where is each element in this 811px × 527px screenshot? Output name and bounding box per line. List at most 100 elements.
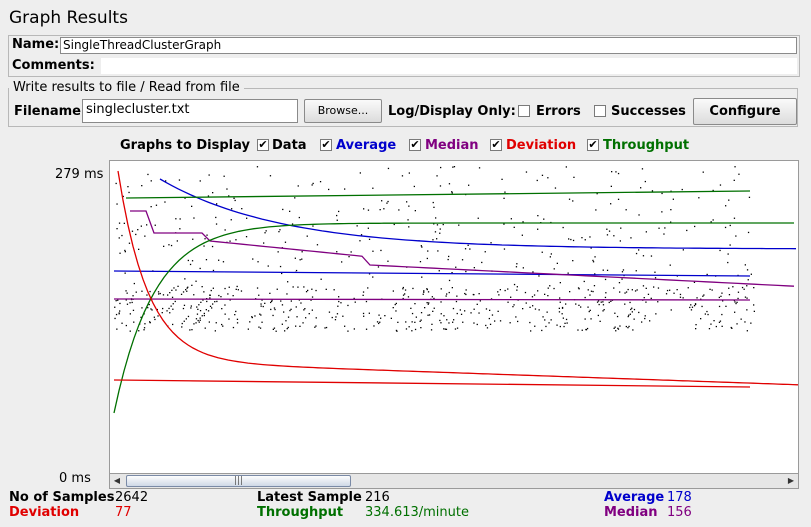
- data-point: [538, 275, 540, 277]
- data-point: [473, 308, 475, 310]
- data-point: [516, 289, 518, 291]
- data-point: [589, 294, 591, 296]
- data-point: [619, 325, 621, 327]
- data-point: [633, 308, 636, 311]
- data-point: [573, 176, 575, 178]
- data-point: [133, 282, 135, 285]
- data-point: [569, 291, 571, 293]
- configure-button[interactable]: Configure: [693, 98, 797, 125]
- data-point: [262, 305, 264, 308]
- data-point: [199, 267, 201, 270]
- data-point: [395, 302, 397, 305]
- data-point: [420, 245, 422, 247]
- data-point: [613, 235, 615, 237]
- data-point: [700, 298, 702, 300]
- data-point: [408, 172, 410, 174]
- data-point: [287, 281, 289, 283]
- data-point: [167, 294, 169, 296]
- browse-button[interactable]: Browse...: [304, 99, 382, 123]
- data-point: [252, 258, 254, 260]
- data-point: [503, 248, 506, 250]
- data-point: [617, 198, 620, 200]
- average-checkbox[interactable]: ✔: [320, 138, 332, 151]
- data-point: [724, 226, 727, 229]
- data-point: [277, 251, 279, 253]
- data-point: [522, 221, 524, 223]
- data-point: [431, 296, 433, 298]
- errors-label: Errors: [536, 104, 581, 119]
- data-point: [489, 309, 491, 311]
- y-axis-min-label: 0 ms: [59, 471, 91, 486]
- data-point: [209, 297, 211, 299]
- data-point: [634, 290, 637, 292]
- data-point: [727, 261, 729, 264]
- data-point: [721, 292, 723, 294]
- data-point: [125, 290, 127, 292]
- data-point: [592, 259, 594, 262]
- scroll-left-icon[interactable]: ◀: [113, 476, 121, 485]
- data-point: [602, 301, 604, 303]
- data-point: [515, 316, 517, 318]
- data-point: [311, 184, 313, 186]
- scrollbar-thumb[interactable]: |||: [126, 475, 351, 487]
- data-point: [628, 325, 630, 328]
- throughput-checkbox[interactable]: ✔: [587, 138, 599, 151]
- data-point: [730, 326, 732, 329]
- data-point: [121, 234, 123, 237]
- data-point: [679, 296, 682, 298]
- data-point: [543, 218, 545, 220]
- comments-field[interactable]: [101, 58, 797, 74]
- data-point: [513, 283, 516, 286]
- errors-checkbox[interactable]: [518, 105, 530, 117]
- data-point: [267, 265, 269, 267]
- data-point: [414, 303, 416, 305]
- data-point: [456, 312, 458, 315]
- data-point: [158, 293, 160, 295]
- data-point: [564, 322, 566, 324]
- data-point: [362, 312, 365, 315]
- data-point: [665, 293, 668, 295]
- data-point: [210, 289, 212, 292]
- data-point: [116, 203, 118, 205]
- data-point: [228, 286, 230, 288]
- data-point: [209, 305, 212, 307]
- data-point: [150, 308, 152, 310]
- data-point: [129, 330, 131, 332]
- data-point: [451, 287, 453, 289]
- data-point: [686, 229, 688, 232]
- median-checkbox[interactable]: ✔: [409, 138, 421, 151]
- data-point: [534, 325, 536, 327]
- data-point: [617, 172, 620, 175]
- data-point: [562, 317, 564, 319]
- data-point: [451, 272, 453, 274]
- horizontal-scrollbar[interactable]: ◀ ||| ▶: [109, 473, 799, 489]
- data-point: [559, 297, 561, 299]
- data-point: [392, 290, 394, 292]
- name-field[interactable]: SingleThreadClusterGraph: [60, 37, 797, 54]
- data-point: [753, 287, 755, 289]
- data-point: [694, 303, 697, 305]
- scroll-right-icon[interactable]: ▶: [787, 476, 795, 485]
- data-point: [448, 183, 451, 185]
- data-point: [199, 317, 201, 319]
- data-point: [625, 325, 627, 328]
- data-point: [513, 304, 515, 306]
- data-point: [728, 287, 730, 289]
- data-point: [223, 175, 225, 177]
- data-point: [125, 299, 127, 301]
- data-point: [613, 287, 615, 289]
- successes-checkbox[interactable]: [594, 105, 606, 117]
- data-checkbox[interactable]: ✔: [257, 138, 269, 151]
- data-point: [617, 328, 620, 330]
- filename-input[interactable]: singlecluster.txt: [82, 99, 298, 123]
- data-point: [297, 185, 299, 187]
- data-point: [222, 325, 224, 327]
- data-point: [175, 218, 177, 220]
- data-point: [307, 289, 309, 292]
- data-point: [693, 305, 696, 307]
- data-point: [568, 198, 571, 200]
- data-point: [383, 208, 385, 210]
- data-point: [440, 301, 442, 303]
- deviation-checkbox[interactable]: ✔: [490, 138, 502, 151]
- data-point: [547, 287, 549, 289]
